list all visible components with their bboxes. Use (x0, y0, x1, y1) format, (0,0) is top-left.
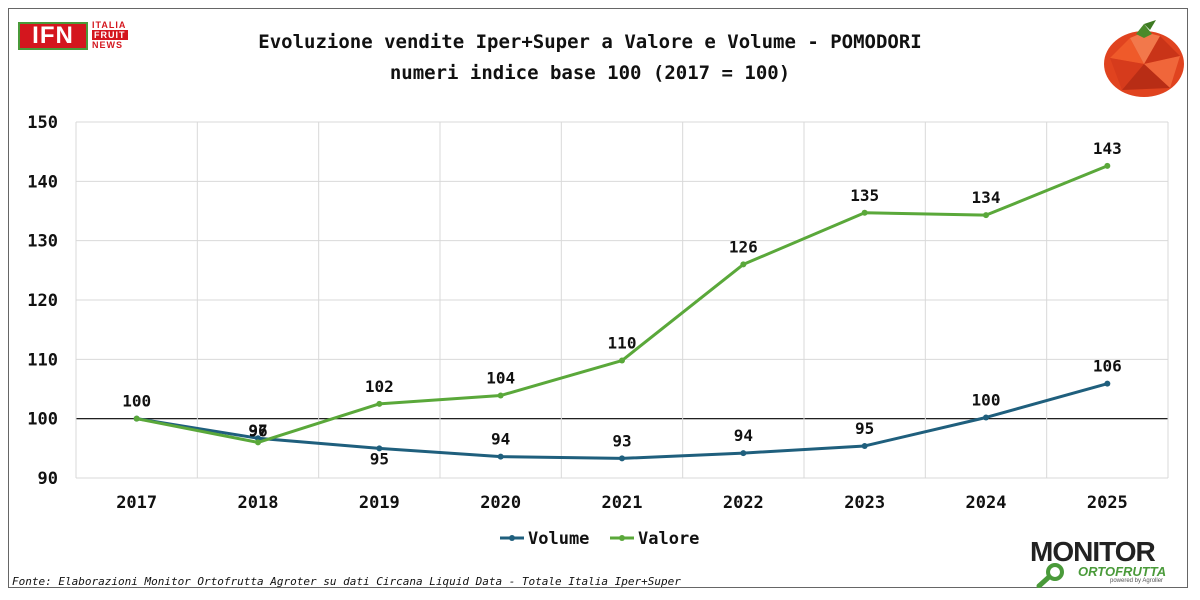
legend: Volume Valore (500, 529, 699, 549)
data-label-volume: 95 (855, 419, 874, 438)
data-labels: 100 97 95 94 93 94 95 100 106 96 102 104 110 126 135 13… (122, 139, 1122, 468)
tomato-icon (1104, 20, 1184, 97)
y-tick-label: 140 (27, 172, 58, 192)
data-label-valore: 102 (365, 377, 394, 396)
data-label-volume: 100 (122, 392, 151, 411)
ifn-logo-mark: IFN (18, 22, 88, 50)
point-valore (619, 357, 625, 364)
ifn-logo-fruit: FRUIT (92, 30, 128, 40)
y-axis-ticks: 90 100 110 120 130 140 150 (27, 113, 58, 489)
legend-marker-valore (619, 535, 625, 541)
point-volume (983, 414, 989, 421)
legend-label-valore: Valore (638, 529, 699, 549)
chart-subtitle: numeri indice base 100 (2017 = 100) (389, 62, 791, 84)
y-tick-label: 90 (38, 469, 58, 489)
point-valore (861, 209, 868, 216)
data-label-valore: 110 (608, 334, 637, 353)
chart-frame (8, 8, 1188, 588)
x-axis-ticks: 2017 2018 2019 2020 2021 2022 2023 2024 2025 (116, 493, 1128, 513)
data-label-volume: 94 (734, 426, 753, 445)
data-label-volume: 100 (972, 390, 1001, 409)
data-label-valore: 96 (248, 421, 267, 440)
x-tick-label: 2023 (844, 493, 885, 513)
data-label-volume: 93 (612, 431, 631, 450)
ifn-logo-italia: ITALIA (92, 20, 127, 30)
point-valore (1104, 162, 1111, 169)
legend-label-volume: Volume (528, 529, 589, 549)
point-volume (861, 442, 868, 449)
point-valore (497, 392, 504, 399)
point-volume (740, 450, 747, 457)
monitor-logo-small: powered by Agroller (1110, 578, 1164, 584)
series (133, 162, 1111, 462)
point-volume (1104, 380, 1111, 387)
ifn-logo-text: ITALIA FRUIT NEWS (92, 20, 128, 50)
x-tick-label: 2021 (602, 493, 643, 513)
x-tick-label: 2022 (723, 493, 764, 513)
monitor-ortofrutta-logo: MONITOR ORTOFRUTTA powered by Agroller (1030, 536, 1190, 588)
data-label-volume: 106 (1093, 357, 1122, 376)
point-valore (983, 212, 989, 219)
x-tick-label: 2025 (1087, 493, 1128, 513)
data-label-volume: 94 (491, 430, 510, 449)
monitor-logo-main: MONITOR (1030, 536, 1156, 567)
y-tick-label: 130 (27, 232, 58, 252)
point-valore (255, 439, 261, 446)
monitor-logo-sub: ORTOFRUTTA (1078, 564, 1167, 579)
data-label-volume: 97 (248, 421, 267, 440)
point-volume (619, 455, 625, 462)
data-label-volume: 95 (370, 449, 389, 468)
point-volume (497, 453, 504, 460)
x-tick-label: 2017 (116, 493, 157, 513)
point-volume (376, 445, 383, 452)
y-tick-label: 150 (27, 113, 58, 133)
point-volume (255, 435, 261, 442)
source-note: Fonte: Elaborazioni Monitor Ortofrutta A… (12, 575, 681, 588)
point-valore (740, 261, 747, 268)
grid (75, 121, 1169, 479)
x-tick-label: 2020 (480, 493, 521, 513)
point-valore (376, 400, 383, 407)
x-tick-label: 2018 (238, 493, 279, 513)
legend-marker-volume (509, 535, 515, 541)
y-tick-label: 100 (27, 410, 58, 430)
data-label-valore: 135 (850, 186, 879, 205)
x-tick-label: 2024 (966, 493, 1007, 513)
y-tick-label: 120 (27, 291, 58, 311)
data-label-valore: 104 (486, 369, 515, 388)
data-label-valore: 134 (972, 188, 1001, 207)
ifn-logo: IFN ITALIA FRUIT NEWS (18, 20, 140, 54)
chart-title: Evoluzione vendite Iper+Super a Valore e… (258, 31, 922, 53)
data-label-valore: 143 (1093, 139, 1122, 158)
magnifier-icon (1036, 563, 1064, 588)
ifn-logo-news: NEWS (92, 40, 123, 50)
y-tick-label: 110 (27, 350, 58, 370)
data-label-valore: 126 (729, 237, 758, 256)
x-tick-label: 2019 (359, 493, 400, 513)
point-valore (133, 415, 140, 422)
series-line-valore (136, 164, 1108, 444)
